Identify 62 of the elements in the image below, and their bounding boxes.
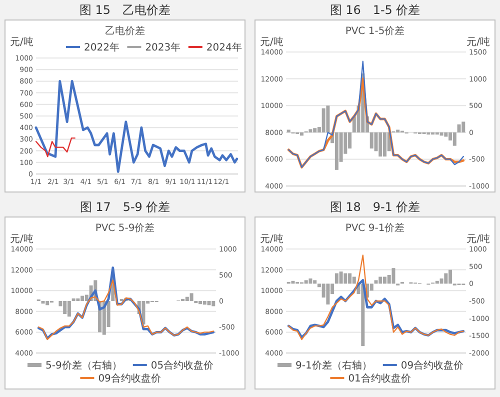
line-series <box>38 280 214 340</box>
bar <box>444 132 448 137</box>
y2-axis-title: 元/吨 <box>466 36 490 48</box>
line-series <box>288 254 464 340</box>
bar <box>41 301 45 304</box>
line-series <box>35 137 76 158</box>
legend-label: 05合约收盘价 <box>150 360 214 372</box>
bar <box>291 280 295 284</box>
bar <box>300 132 304 136</box>
y-axis-title: 元/吨 <box>260 233 284 245</box>
chart-subtitle: PVC 5-9价差 <box>95 222 155 234</box>
chart-subtitle: PVC 9-1价差 <box>345 222 405 234</box>
bar <box>322 108 326 132</box>
bar <box>344 273 348 284</box>
bar <box>378 132 382 157</box>
line-series <box>287 279 465 339</box>
bar <box>72 298 76 301</box>
bar <box>457 124 461 132</box>
chart-title: 图 16 1-5 价差 <box>330 3 420 17</box>
bar <box>452 132 456 146</box>
legend-label: 2023年 <box>145 42 181 54</box>
legend-label: 5-9价差（右轴） <box>46 360 122 372</box>
bar <box>67 301 71 317</box>
bar <box>286 130 290 132</box>
bar <box>339 272 343 284</box>
bar <box>392 268 396 284</box>
chart-subtitle: 乙电价差 <box>105 25 145 37</box>
y-axis-title: 元/吨 <box>260 36 284 48</box>
bar <box>361 284 365 346</box>
bar <box>352 276 356 284</box>
bar <box>212 301 216 306</box>
line-series <box>288 60 464 168</box>
chart-title: 图 18 9-1 价差 <box>330 200 420 214</box>
bar <box>207 301 211 306</box>
bar <box>190 293 194 301</box>
bar <box>426 132 430 135</box>
bar <box>76 298 80 301</box>
legend-label: 09合约收盘价 <box>400 360 464 372</box>
bar <box>308 278 312 284</box>
bar <box>378 276 382 284</box>
y-axis-title: 元/吨 <box>10 233 34 245</box>
legend-label: 2024年 <box>206 42 242 54</box>
legend-label: 9-1价差（右轴） <box>296 360 372 372</box>
bar <box>370 132 374 148</box>
legend-label: 01合约收盘价 <box>348 372 411 384</box>
bar <box>444 273 448 284</box>
y2-axis-title: 元/吨 <box>466 233 490 245</box>
chart-title: 图 15 乙电价差 <box>79 3 171 17</box>
y-axis-title: 元/吨 <box>10 36 34 48</box>
legend-label: 2022年 <box>84 42 120 54</box>
line-series <box>287 78 465 168</box>
bar <box>304 280 308 284</box>
legend-label: 09合约收盘价 <box>98 372 161 384</box>
line-series <box>34 80 238 173</box>
chart-title: 图 17 5-9 价差 <box>80 200 170 214</box>
bar <box>462 122 466 132</box>
bar <box>440 132 444 136</box>
line-series <box>37 266 215 340</box>
chart-subtitle: PVC 1-5价差 <box>345 25 405 37</box>
bar <box>308 129 312 132</box>
bar <box>326 284 330 304</box>
bar <box>326 106 330 132</box>
